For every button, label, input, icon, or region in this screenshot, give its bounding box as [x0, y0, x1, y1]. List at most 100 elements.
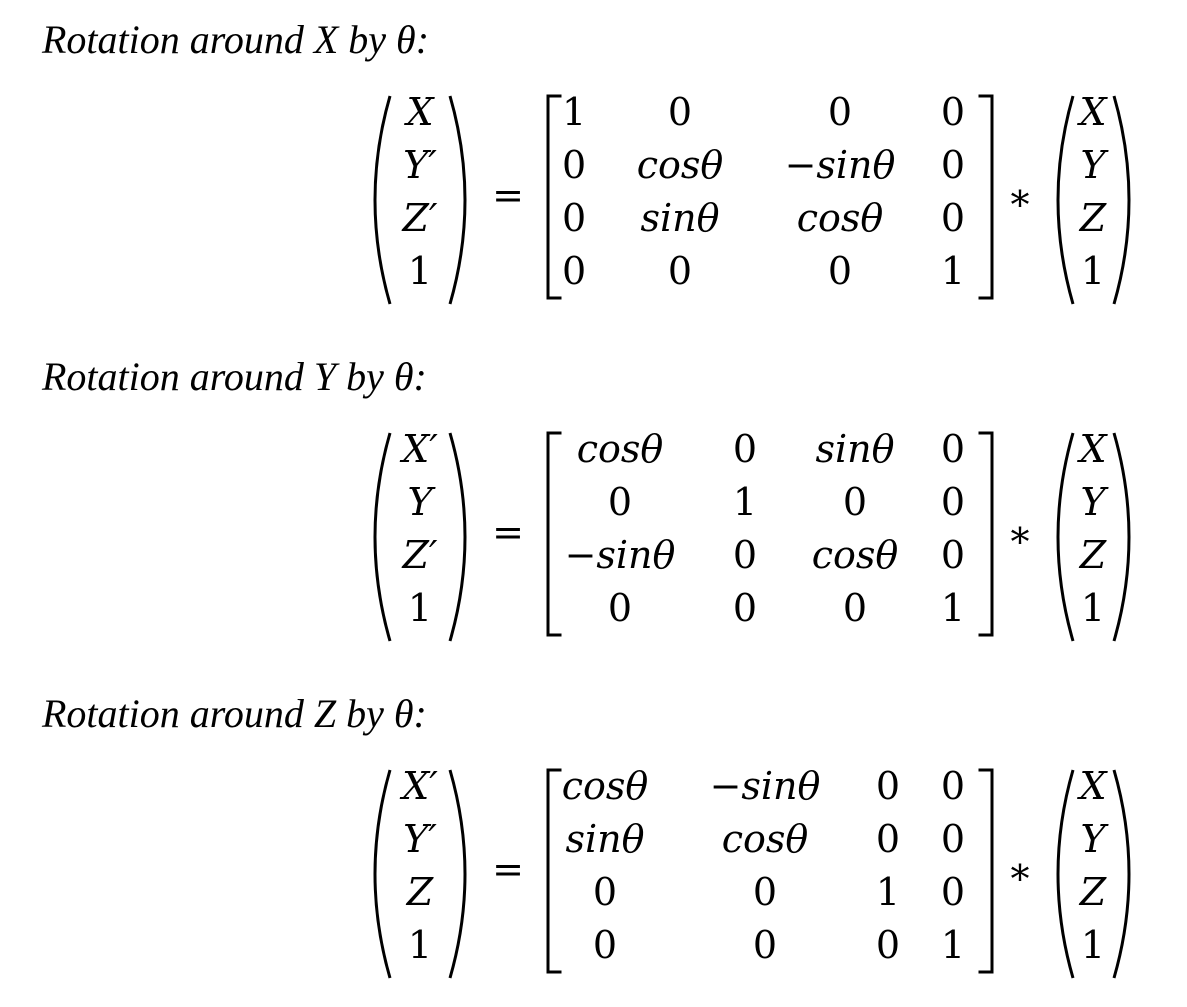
rhs-entry: 1 [1081, 249, 1105, 293]
rhs-entry: Z [1079, 533, 1107, 577]
matrix-cell: 0 [668, 90, 692, 134]
matrix-cell: 1 [876, 870, 900, 914]
matrix-cell: cosθ [637, 143, 724, 187]
rhs-entry: 1 [1081, 586, 1105, 630]
matrix-right-bracket [978, 431, 994, 637]
lhs-entry: Y [407, 480, 436, 524]
matrix-right-bracket [978, 768, 994, 974]
matrix-cell: 0 [876, 817, 900, 861]
matrix-left-bracket [546, 768, 562, 974]
lhs-entry: X′ [399, 427, 438, 471]
matrix-cell: 0 [876, 923, 900, 967]
matrix-cell: −sinθ [565, 533, 676, 577]
matrix-cell: 0 [668, 249, 692, 293]
matrix-cell: 0 [843, 586, 867, 630]
equation-rotation-x: XY′Z′1=1 0 0 00 cosθ −sinθ 00 sinθ cosθ 00 0 0 1*XYZ… [373, 90, 1131, 305]
matrix-cell: 0 [608, 586, 632, 630]
matrix-cell: 0 [828, 249, 852, 293]
equals-sign: = [492, 847, 524, 891]
rhs-right-paren [1112, 432, 1131, 642]
matrix-cell: 1 [941, 249, 965, 293]
matrix-cell: 1 [941, 923, 965, 967]
matrix-cell: 0 [733, 533, 757, 577]
lhs-entry: Y′ [403, 817, 437, 861]
rhs-entry: X [1076, 90, 1108, 134]
lhs-right-paren [448, 769, 467, 979]
rhs-entry: Y [1080, 480, 1109, 524]
matrix-cell: cosθ [577, 427, 664, 471]
matrix-cell: 0 [941, 90, 965, 134]
matrix-cell: 0 [733, 586, 757, 630]
matrix-cell: 0 [593, 923, 617, 967]
equals-sign: = [492, 510, 524, 554]
matrix-cell: 0 [941, 427, 965, 471]
section-heading-y: Rotation around Y by θ: [42, 354, 427, 399]
lhs-entry: 1 [408, 249, 432, 293]
lhs-entry: Z′ [401, 196, 437, 240]
rhs-entry: Z [1079, 870, 1107, 914]
matrix-cell: 0 [941, 764, 965, 808]
matrix-cell: 0 [608, 480, 632, 524]
multiply-operator: * [1011, 183, 1030, 227]
matrix-cell: cosθ [562, 764, 649, 808]
matrix-left-bracket [546, 94, 562, 300]
lhs-left-paren [373, 432, 392, 642]
lhs-entry: 1 [408, 586, 432, 630]
multiply-operator: * [1011, 520, 1030, 564]
rhs-entry: Y [1080, 143, 1109, 187]
rhs-entry: X [1076, 764, 1108, 808]
lhs-entry: 1 [408, 923, 432, 967]
matrix-cell: cosθ [722, 817, 809, 861]
matrix-left-bracket [546, 431, 562, 637]
matrix-cell: 0 [562, 249, 586, 293]
matrix-right-bracket [978, 94, 994, 300]
matrix-cell: 0 [876, 764, 900, 808]
lhs-entry: Z′ [401, 533, 437, 577]
rhs-left-paren [1056, 95, 1075, 305]
matrix-cell: cosθ [797, 196, 884, 240]
equation-rotation-y: X′YZ′1=cosθ 0 sinθ 00 1 0 0−sinθ 0 cosθ 00 0 0 1*XYZ… [373, 427, 1131, 642]
lhs-left-paren [373, 95, 392, 305]
matrix-cell: 0 [593, 870, 617, 914]
matrix-cell: 0 [941, 817, 965, 861]
multiply-operator: * [1011, 857, 1030, 901]
matrix-cell: 0 [843, 480, 867, 524]
matrix-cell: sinθ [640, 196, 719, 240]
rhs-entry: X [1076, 427, 1108, 471]
matrix-cell: 1 [562, 90, 586, 134]
matrix-cell: 0 [753, 870, 777, 914]
lhs-left-paren [373, 769, 392, 979]
section-heading-x: Rotation around X by θ: [42, 17, 430, 62]
matrix-cell: 0 [941, 143, 965, 187]
matrix-cell: 0 [733, 427, 757, 471]
lhs-right-paren [448, 432, 467, 642]
matrix-cell: −sinθ [710, 764, 821, 808]
matrix-cell: sinθ [565, 817, 644, 861]
matrix-cell: 0 [941, 870, 965, 914]
matrix-cell: 0 [941, 480, 965, 524]
rhs-right-paren [1112, 769, 1131, 979]
equals-sign: = [492, 173, 524, 217]
matrix-cell: sinθ [815, 427, 894, 471]
matrix-cell: 0 [753, 923, 777, 967]
lhs-right-paren [448, 95, 467, 305]
matrix-cell: cosθ [812, 533, 899, 577]
matrix-cell: 0 [562, 143, 586, 187]
lhs-entry: Z [406, 870, 434, 914]
matrix-cell: 0 [941, 196, 965, 240]
matrix-cell: 0 [941, 533, 965, 577]
rhs-left-paren [1056, 432, 1075, 642]
rhs-entry: 1 [1081, 923, 1105, 967]
lhs-entry: X′ [399, 764, 438, 808]
lhs-entry: Y′ [403, 143, 437, 187]
rhs-entry: Z [1079, 196, 1107, 240]
rhs-entry: Y [1080, 817, 1109, 861]
matrix-cell: −sinθ [785, 143, 896, 187]
matrix-cell: 0 [562, 196, 586, 240]
lhs-entry: X [403, 90, 435, 134]
matrix-cell: 1 [733, 480, 757, 524]
section-heading-z: Rotation around Z by θ: [42, 691, 427, 736]
rhs-right-paren [1112, 95, 1131, 305]
matrix-cell: 1 [941, 586, 965, 630]
